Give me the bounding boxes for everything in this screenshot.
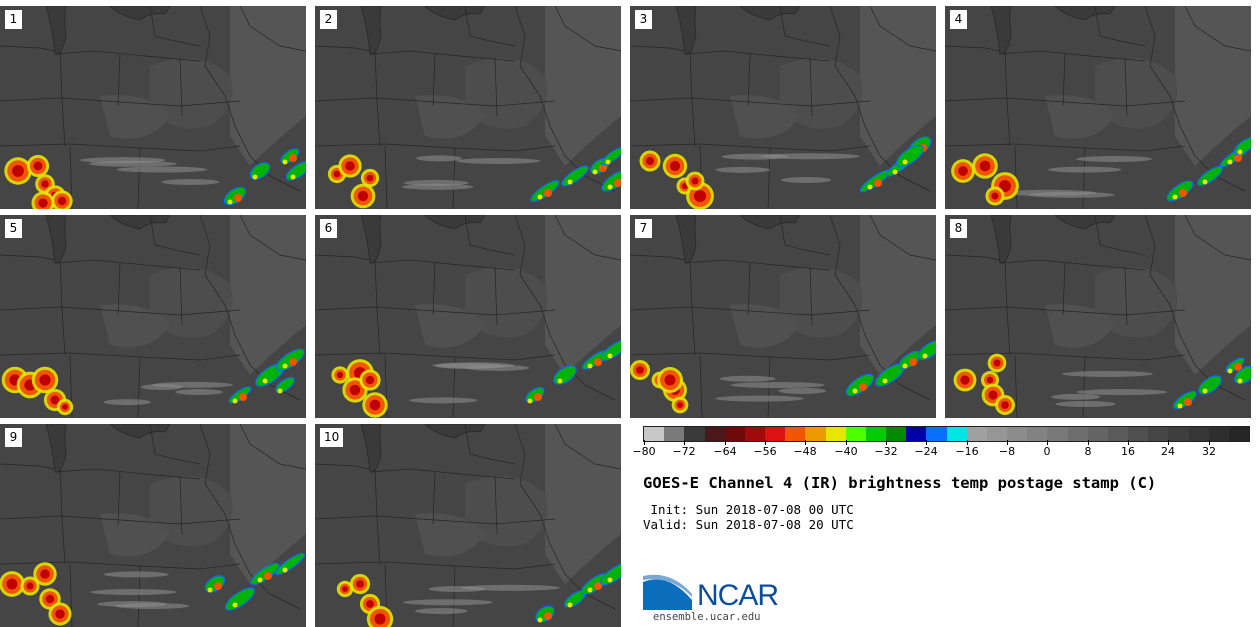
colorbar-swatch — [664, 427, 685, 441]
colorbar-swatch — [785, 427, 806, 441]
map-panel-1: 1 — [0, 6, 306, 209]
colorbar-tick-label: 16 — [1121, 445, 1135, 458]
map-panel-3: 3 — [630, 6, 936, 209]
map-panel-9: 9 — [0, 424, 306, 627]
map-image — [315, 6, 621, 209]
colorbar-swatch — [1027, 427, 1048, 441]
colorbar-tick-label: −32 — [874, 445, 898, 458]
panel-number: 4 — [950, 10, 967, 29]
colorbar-tick — [846, 440, 847, 445]
map-panel-8: 8 — [945, 215, 1251, 418]
colorbar-swatch — [1228, 427, 1250, 441]
map-image — [945, 215, 1251, 418]
ncar-logo-icon — [643, 574, 692, 610]
colorbar-tick — [886, 440, 887, 445]
colorbar-swatch — [946, 427, 967, 441]
colorbar-swatch — [966, 427, 987, 441]
colorbar-tick-label: −8 — [998, 445, 1016, 458]
colorbar-tick-label: −40 — [834, 445, 858, 458]
panel-number: 6 — [320, 219, 337, 238]
panel-number: 3 — [635, 10, 652, 29]
panel-number: 2 — [320, 10, 337, 29]
colorbar-swatch — [724, 427, 745, 441]
colorbar-swatch — [1208, 427, 1229, 441]
colorbar-swatch — [986, 427, 1008, 441]
colorbar-tick-label: −48 — [793, 445, 817, 458]
colorbar-tick — [967, 440, 968, 445]
map-image — [630, 6, 936, 209]
colorbar-tick-label: 32 — [1202, 445, 1216, 458]
map-image — [630, 215, 936, 418]
colorbar-tick — [1209, 440, 1210, 445]
colorbar-tick-label: 0 — [1043, 445, 1051, 458]
colorbar — [643, 426, 1250, 442]
init-time: Init: Sun 2018-07-08 00 UTC — [643, 502, 854, 517]
map-image — [0, 424, 306, 627]
colorbar-tick-label: −80 — [632, 445, 656, 458]
colorbar-tick — [805, 440, 806, 445]
colorbar-swatch — [1107, 427, 1129, 441]
colorbar-swatch — [1047, 427, 1068, 441]
colorbar-tick — [765, 440, 766, 445]
colorbar-swatch — [1188, 427, 1209, 441]
colorbar-swatch — [765, 427, 786, 441]
map-panel-7: 7 — [630, 215, 936, 418]
colorbar-tick — [1007, 440, 1008, 445]
colorbar-swatch — [886, 427, 907, 441]
logo-text: NCAR — [697, 579, 779, 612]
colorbar-swatch — [744, 427, 766, 441]
colorbar-swatch — [704, 427, 725, 441]
colorbar-tick — [684, 440, 685, 445]
valid-time: Valid: Sun 2018-07-08 20 UTC — [643, 517, 854, 532]
colorbar-tick-label: −24 — [914, 445, 938, 458]
colorbar-tick — [1088, 440, 1089, 445]
colorbar-swatch — [805, 427, 826, 441]
colorbar-swatch — [825, 427, 846, 441]
colorbar-swatch — [1087, 427, 1108, 441]
panel-number: 9 — [5, 428, 22, 447]
colorbar-tick-label: 24 — [1161, 445, 1175, 458]
colorbar-tick-label: −56 — [753, 445, 777, 458]
colorbar-tick-label: −64 — [713, 445, 737, 458]
map-panel-10: 10 — [315, 424, 621, 627]
map-image — [315, 424, 621, 627]
chart-title: GOES-E Channel 4 (IR) brightness temp po… — [643, 474, 1157, 492]
map-panel-4: 4 — [945, 6, 1251, 209]
colorbar-swatch — [906, 427, 927, 441]
panel-number: 1 — [5, 10, 22, 29]
colorbar-tick — [644, 440, 645, 445]
colorbar-swatch — [845, 427, 866, 441]
colorbar-tick — [1047, 440, 1048, 445]
panel-number: 7 — [635, 219, 652, 238]
site-url: ensemble.ucar.edu — [653, 611, 761, 623]
colorbar-tick — [725, 440, 726, 445]
colorbar-swatch — [926, 427, 947, 441]
colorbar-swatch — [644, 427, 665, 441]
colorbar-swatch — [1168, 427, 1189, 441]
panel-number: 10 — [320, 428, 344, 447]
colorbar-tick-label: 8 — [1084, 445, 1092, 458]
colorbar-tick — [1128, 440, 1129, 445]
map-image — [945, 6, 1251, 209]
colorbar-tick-label: −16 — [955, 445, 979, 458]
colorbar-swatch — [1148, 427, 1169, 441]
colorbar-tick-label: −72 — [672, 445, 696, 458]
map-image — [0, 215, 306, 418]
map-panel-2: 2 — [315, 6, 621, 209]
map-image — [0, 6, 306, 209]
panel-number: 5 — [5, 219, 22, 238]
colorbar-tick — [1168, 440, 1169, 445]
map-panel-6: 6 — [315, 215, 621, 418]
colorbar-swatch — [1067, 427, 1088, 441]
colorbar-ticks: −80 −72 −64 −56 −48 −40 −32 −24 −16 −8 0 8 16 24 32 — [632, 440, 1250, 464]
map-image — [315, 215, 621, 418]
colorbar-swatch — [865, 427, 887, 441]
panel-number: 8 — [950, 219, 967, 238]
colorbar-tick — [926, 440, 927, 445]
colorbar-swatch — [684, 427, 705, 441]
map-panel-5: 5 — [0, 215, 306, 418]
colorbar-swatch — [1007, 427, 1028, 441]
colorbar-swatch — [1128, 427, 1149, 441]
